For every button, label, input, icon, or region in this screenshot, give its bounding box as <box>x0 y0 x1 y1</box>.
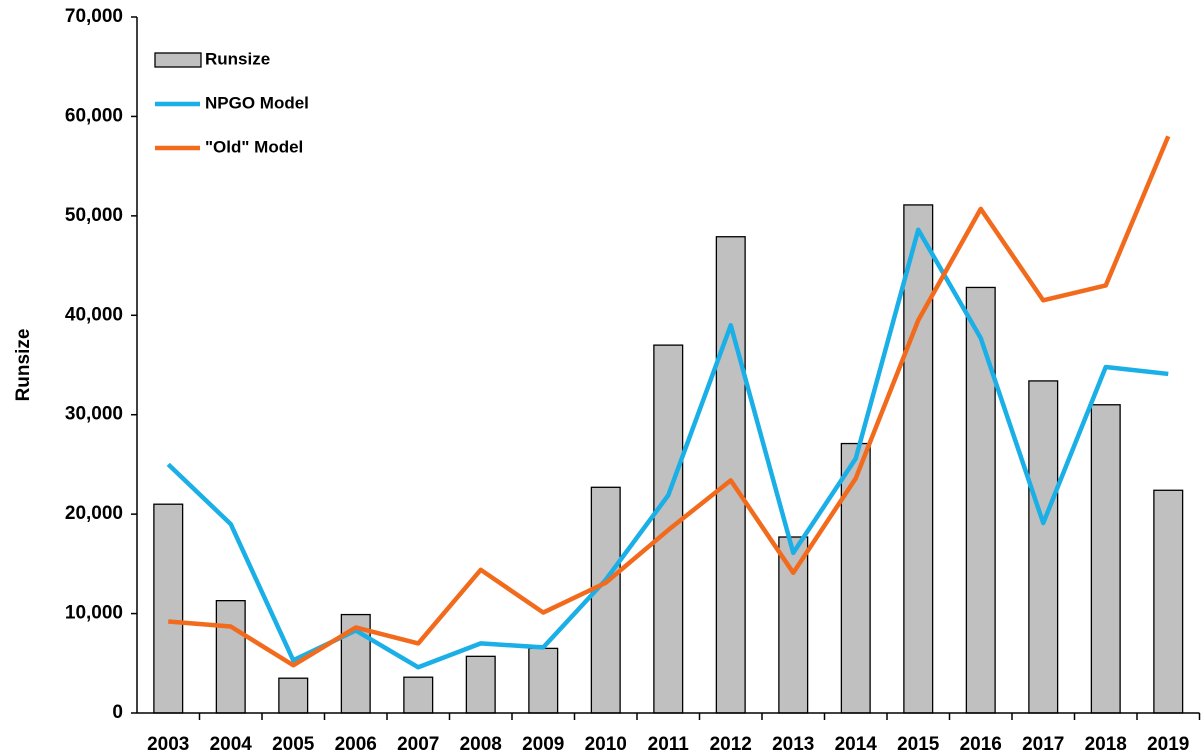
x-tick-label: 2006 <box>335 734 377 755</box>
bar <box>465 655 496 714</box>
y-tick-label: 0 <box>112 702 123 723</box>
x-tick-label: 2014 <box>835 734 878 755</box>
bar <box>528 647 559 714</box>
x-tick-label: 2009 <box>522 734 564 755</box>
bar <box>403 676 434 714</box>
y-tick-label: 60,000 <box>65 105 123 126</box>
legend: Runsize NPGO Model "Old" Model <box>154 49 309 156</box>
x-tick-label: 2012 <box>710 734 752 755</box>
bar <box>1153 489 1184 714</box>
line <box>168 135 1171 668</box>
bar <box>965 286 996 714</box>
y-tick-label: 70,000 <box>65 6 123 27</box>
bar <box>278 677 309 714</box>
bar <box>1028 380 1059 714</box>
bar <box>590 486 621 714</box>
x-tick-label: 2007 <box>397 734 439 755</box>
y-tick-label: 10,000 <box>65 603 123 624</box>
x-tick-label: 2008 <box>460 734 502 755</box>
x-tick-label: 2017 <box>1022 734 1064 755</box>
x-tick-label: 2018 <box>1085 734 1127 755</box>
y-tick-label: 30,000 <box>65 404 123 425</box>
legend-swatch <box>154 52 202 68</box>
bar <box>215 599 246 714</box>
bar <box>153 503 184 714</box>
bar <box>715 236 746 714</box>
bar <box>778 536 809 714</box>
x-tick-label: 2013 <box>772 734 814 755</box>
x-tick-label: 2016 <box>960 734 1002 755</box>
y-tick-label: 20,000 <box>65 503 123 524</box>
x-tick-label: 2019 <box>1147 734 1189 755</box>
bar <box>1090 404 1121 714</box>
x-tick-label: 2011 <box>648 734 690 755</box>
bar <box>903 204 934 714</box>
x-tick-label: 2015 <box>897 734 940 755</box>
x-tick-label: 2004 <box>210 734 253 755</box>
x-tick-label: 2010 <box>585 734 627 755</box>
x-tick-label: 2003 <box>147 734 189 755</box>
bar <box>840 442 871 714</box>
y-tick-label: 40,000 <box>65 304 123 325</box>
legend-label: NPGO Model <box>205 93 309 112</box>
legend-label: Runsize <box>205 49 270 68</box>
y-tick-label: 50,000 <box>65 205 123 226</box>
x-tick-label: 2005 <box>272 734 315 755</box>
legend-label: "Old" Model <box>205 137 303 156</box>
y-axis-title: Runsize <box>13 329 34 402</box>
